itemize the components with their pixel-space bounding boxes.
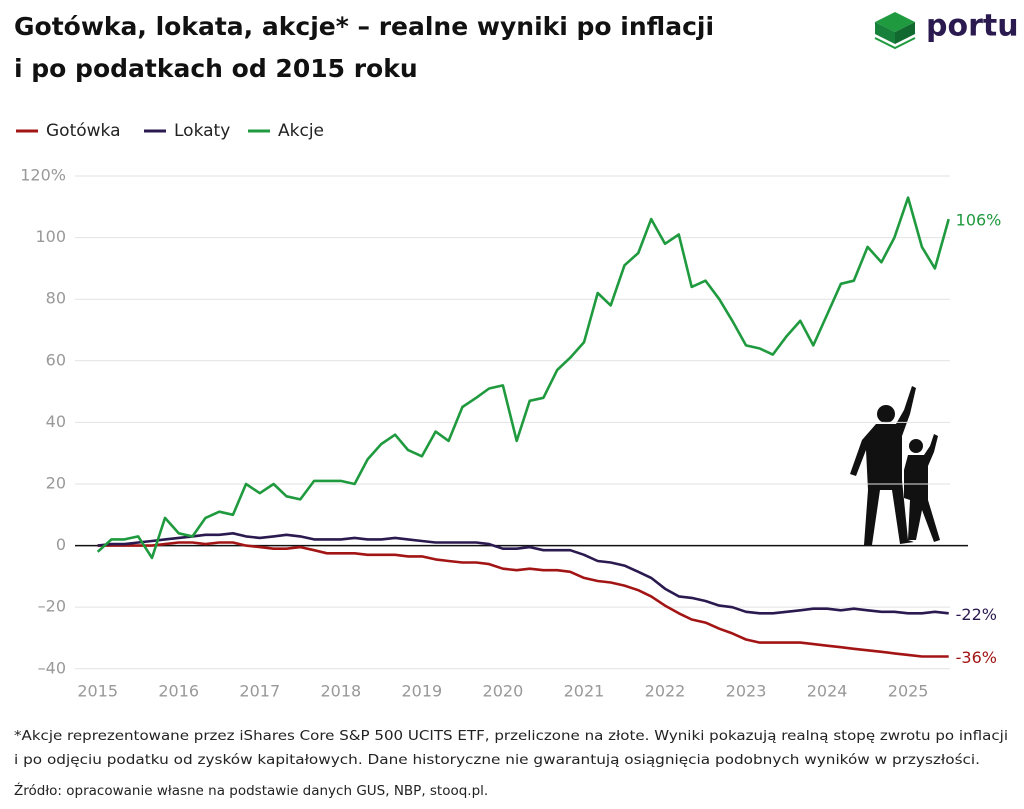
- chart-title: i po podatkach od 2015 roku: [14, 54, 418, 83]
- x-tick-label: 2020: [483, 682, 524, 701]
- y-tick-label: 40: [46, 412, 66, 431]
- logo-text: portu: [926, 9, 1019, 44]
- y-tick-label: 0: [56, 535, 66, 554]
- x-tick-label: 2022: [645, 682, 686, 701]
- x-tick-label: 2016: [158, 682, 199, 701]
- legend-label: Akcje: [278, 121, 324, 141]
- x-tick-label: 2024: [807, 682, 848, 701]
- legend-label: Lokaty: [174, 121, 230, 141]
- silhouette: [850, 386, 940, 545]
- end-label: -36%: [956, 648, 997, 667]
- end-label: -22%: [956, 605, 997, 624]
- chart-title: Gotówka, lokata, akcje* – realne wyniki …: [14, 12, 714, 41]
- y-tick-label: 60: [46, 350, 66, 369]
- x-tick-label: 2025: [888, 682, 929, 701]
- x-tick-label: 2018: [320, 682, 361, 701]
- y-tick-label: 100: [35, 227, 66, 246]
- footnote: *Akcje reprezentowane przez iShares Core…: [14, 728, 1008, 744]
- source: Źródło: opracowanie własne na podstawie …: [14, 781, 488, 799]
- legend-label: Gotówka: [46, 121, 121, 141]
- series-line: [96, 196, 950, 560]
- x-tick-label: 2015: [77, 682, 118, 701]
- y-tick-label: 120%: [20, 166, 66, 185]
- y-tick-label: 20: [46, 473, 66, 492]
- x-tick-label: 2017: [239, 682, 280, 701]
- y-tick-label: –40: [38, 658, 66, 677]
- y-tick-label: 80: [46, 289, 66, 308]
- logo: portu: [874, 9, 1019, 50]
- series-line: [97, 541, 949, 658]
- x-tick-label: 2021: [564, 682, 605, 701]
- grid: [75, 175, 968, 670]
- series-line: [97, 532, 949, 615]
- x-tick-label: 2023: [726, 682, 767, 701]
- end-label: 106%: [956, 211, 1002, 230]
- x-tick-label: 2019: [402, 682, 443, 701]
- footnote: i po odjęciu podatku od zysków kapitałow…: [14, 752, 980, 768]
- y-tick-label: –20: [38, 597, 66, 616]
